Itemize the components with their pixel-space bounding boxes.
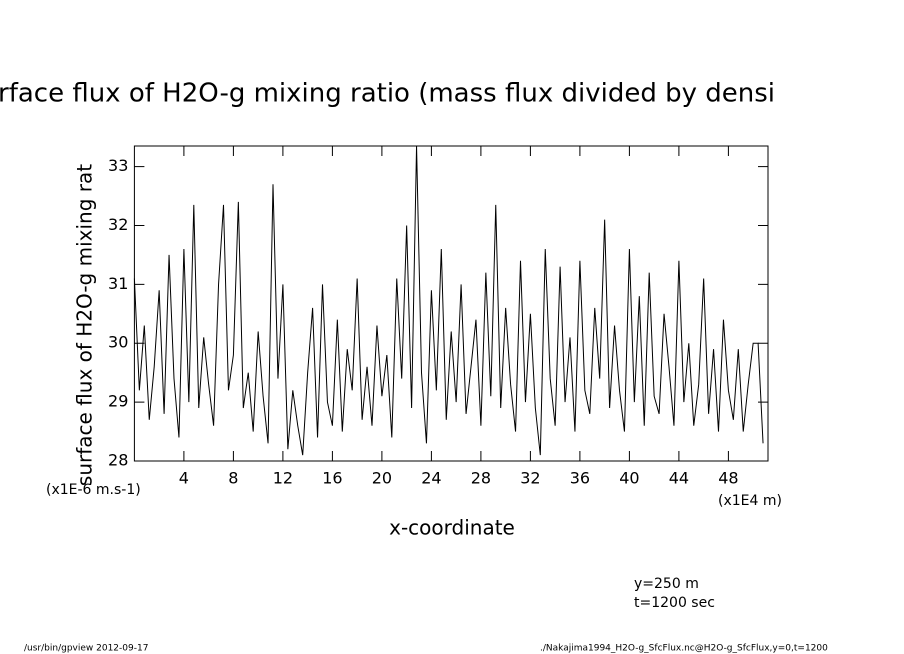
y-tick-label: 30 (108, 333, 128, 352)
y-tick-label: 29 (108, 392, 128, 411)
x-tick-label: 20 (372, 469, 392, 488)
x-tick-label: 24 (421, 469, 441, 488)
x-axis-unit: (x1E4 m) (718, 493, 782, 509)
y-tick-label: 28 (108, 451, 128, 470)
y-axis-label: surface flux of H2O-g mixing rat (73, 164, 97, 486)
footer: /usr/bin/gpview 2012-09-17 (24, 644, 148, 654)
x-axis-label: x-coordinate (389, 516, 515, 540)
y-axis-unit: (x1E-6 m.s-1) (46, 482, 141, 498)
x-tick-label: 8 (228, 469, 238, 488)
y-tick-label: 32 (108, 215, 128, 234)
annotation: y=250 m (634, 576, 699, 592)
x-tick-label: 44 (669, 469, 689, 488)
x-tick-label: 40 (619, 469, 639, 488)
x-tick-label: 32 (520, 469, 540, 488)
y-tick-label: 31 (108, 274, 128, 293)
annotation: t=1200 sec (634, 595, 715, 611)
x-tick-label: 4 (179, 469, 189, 488)
footer: ./Nakajima1994_H2O-g_SfcFlux.nc@H2O-g_Sf… (540, 644, 828, 654)
x-tick-label: 48 (718, 469, 738, 488)
x-tick-label: 36 (570, 469, 590, 488)
x-tick-label: 28 (471, 469, 491, 488)
x-tick-label: 16 (322, 469, 342, 488)
x-tick-label: 12 (273, 469, 293, 488)
data-line (133, 145, 764, 456)
plot-frame (133, 145, 769, 462)
chart-title: rface flux of H2O-g mixing ratio (mass f… (0, 79, 775, 109)
y-tick-label: 33 (108, 156, 128, 175)
